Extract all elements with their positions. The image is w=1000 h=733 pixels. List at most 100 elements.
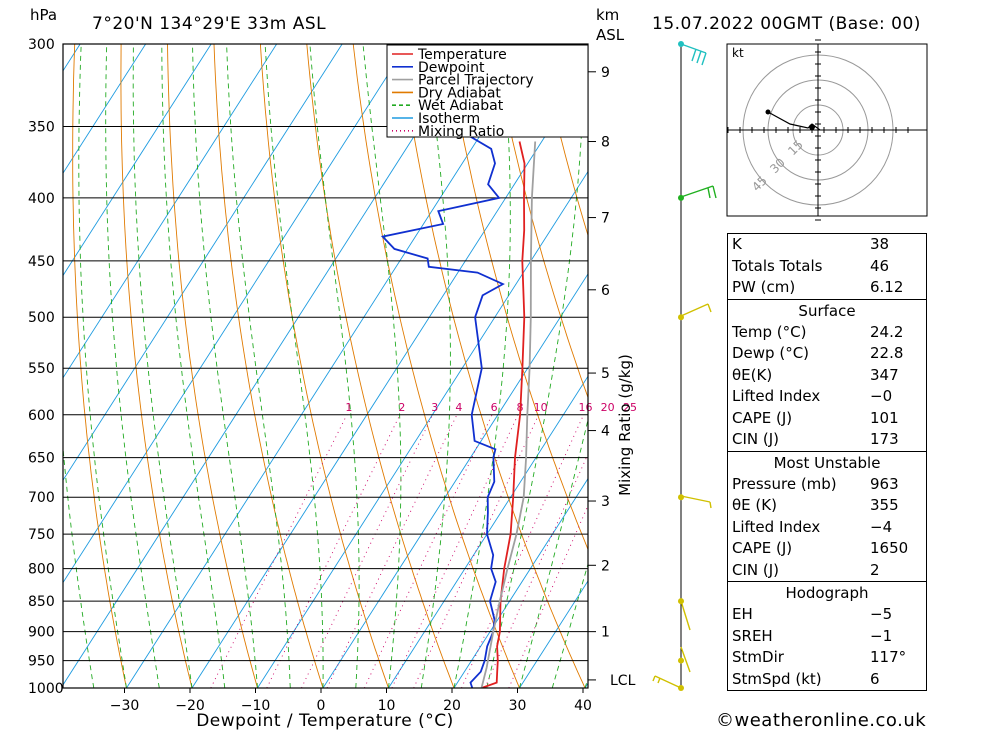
pressure-tick-label: 950 bbox=[28, 654, 55, 670]
wind-barb-dot bbox=[678, 494, 684, 501]
wet-adiabat-line bbox=[453, 44, 511, 688]
isotherm-line bbox=[63, 44, 147, 174]
pressure-tick-label: 550 bbox=[28, 361, 55, 377]
mixing-ratio-line bbox=[301, 414, 434, 688]
mixing-ratio-label: 25 bbox=[623, 401, 637, 414]
most-unstable-title: Most Unstable bbox=[773, 453, 881, 472]
stat-row: StmDir 117° bbox=[728, 647, 926, 669]
wet-adiabat-line bbox=[105, 44, 160, 688]
x-tick-label: −10 bbox=[241, 698, 271, 714]
asl-label: ASL bbox=[596, 26, 625, 44]
mixing-ratio-axis-label: Mixing Ratio (g/kg) bbox=[616, 354, 634, 496]
wind-barb-dot bbox=[678, 41, 684, 47]
isotherm-line bbox=[63, 44, 409, 584]
stat-row: StmSpd (kt) 6 bbox=[728, 669, 926, 691]
stat-value: 963 bbox=[870, 474, 899, 493]
stat-value: 101 bbox=[870, 408, 899, 427]
pressure-tick-label: 500 bbox=[28, 310, 55, 326]
wet-adiabat-line bbox=[362, 44, 402, 688]
isotherm-line bbox=[63, 44, 474, 686]
stat-label: Lifted Index bbox=[732, 387, 821, 405]
legend-item: Isotherm bbox=[418, 111, 480, 127]
stat-value: 1650 bbox=[870, 539, 909, 557]
wind-barb bbox=[680, 495, 712, 509]
wet-adiabat-line bbox=[132, 44, 193, 688]
stat-label: CAPE (J) bbox=[732, 539, 793, 557]
mixing-ratio-line bbox=[326, 414, 458, 688]
wind-barb-profile bbox=[652, 41, 717, 691]
wind-barb-dot bbox=[678, 685, 684, 691]
stat-row: θE (K) 355 bbox=[728, 495, 926, 517]
pressure-tick-label: 850 bbox=[28, 594, 55, 610]
stat-row: Pressure (mb) 963 bbox=[728, 474, 926, 496]
stat-row: K 38 bbox=[728, 234, 926, 256]
mixing-ratio-label: 1 bbox=[345, 401, 352, 414]
wet-adiabat-line bbox=[264, 44, 324, 688]
mixing-ratio-line bbox=[413, 414, 540, 688]
dry-adiabat-line bbox=[957, 44, 1000, 688]
pressure-tick-label: 800 bbox=[28, 562, 55, 578]
stat-row: θE(K) 347 bbox=[728, 365, 926, 387]
mixing-ratio-label: 2 bbox=[398, 401, 405, 414]
km-tick-label: 4 bbox=[601, 424, 610, 440]
mixing-ratio-label: 20 bbox=[601, 401, 615, 414]
mixing-ratio-label: 10 bbox=[534, 401, 548, 414]
stat-value: −1 bbox=[870, 626, 893, 645]
stat-label: Totals Totals bbox=[732, 256, 823, 275]
km-tick-label: 7 bbox=[601, 211, 610, 227]
datetime-title: 15.07.2022 00GMT (Base: 00) bbox=[652, 14, 921, 34]
stat-value: 355 bbox=[870, 496, 899, 514]
wind-barb bbox=[680, 600, 691, 631]
dry-adiabat-line bbox=[352, 44, 520, 688]
pressure-tick-label: 450 bbox=[28, 254, 55, 270]
mixing-ratio-line bbox=[391, 414, 519, 688]
isotherm-line bbox=[453, 477, 588, 688]
stat-row: Dewp (°C) 22.8 bbox=[728, 343, 926, 365]
km-tick-label: 5 bbox=[601, 366, 610, 382]
mixing-ratio-line bbox=[363, 414, 493, 688]
km-tick-label: 2 bbox=[601, 558, 610, 574]
stat-value: 2 bbox=[870, 560, 880, 579]
stat-row: Lifted Index −0 bbox=[728, 386, 926, 408]
stat-label: θE (K) bbox=[732, 496, 777, 514]
km-tick-label: 6 bbox=[601, 283, 610, 299]
mixing-ratio-label: 16 bbox=[579, 401, 593, 414]
km-tick-label: 3 bbox=[601, 494, 610, 510]
indices-box: K 38 Totals Totals 46 PW (cm) 6.12 bbox=[727, 233, 927, 300]
stat-value: −0 bbox=[870, 387, 893, 405]
dry-adiabat-line bbox=[306, 44, 455, 688]
stat-label: SREH bbox=[732, 626, 773, 645]
wind-barb bbox=[680, 303, 712, 317]
lcl-label: LCL bbox=[610, 673, 636, 689]
x-tick-label: 20 bbox=[443, 698, 461, 714]
stat-label: Temp (°C) bbox=[732, 322, 807, 341]
stat-value: 117° bbox=[870, 648, 907, 666]
location-title: 7°20'N 134°29'E 33m ASL bbox=[92, 14, 326, 34]
stat-label: K bbox=[732, 235, 742, 253]
pressure-tick-label: 1000 bbox=[28, 681, 64, 697]
stat-label: Pressure (mb) bbox=[732, 474, 837, 493]
x-tick-label: 0 bbox=[317, 698, 326, 714]
wind-barb bbox=[680, 43, 707, 66]
mixing-ratio-line bbox=[266, 414, 401, 688]
legend-item: Parcel Trajectory bbox=[418, 73, 534, 89]
x-tick-label: 40 bbox=[574, 698, 592, 714]
stat-value: 6 bbox=[870, 669, 880, 688]
pressure-tick-label: 650 bbox=[28, 451, 55, 467]
stat-row: Totals Totals 46 bbox=[728, 256, 926, 278]
wet-adiabat-line bbox=[78, 44, 127, 688]
stat-value: 22.8 bbox=[870, 344, 904, 362]
wet-adiabat-line bbox=[309, 44, 360, 688]
stat-value: 347 bbox=[870, 365, 899, 384]
stat-label: θE(K) bbox=[732, 365, 773, 384]
km-label: km bbox=[596, 6, 619, 24]
stat-row: CIN (J) 173 bbox=[728, 429, 926, 451]
wet-adiabat-line bbox=[226, 44, 291, 688]
mixing-ratio-label: 6 bbox=[491, 401, 498, 414]
pressure-tick-label: 700 bbox=[28, 490, 55, 506]
isotherm-line bbox=[191, 68, 588, 688]
legend-item: Wet Adiabat bbox=[418, 98, 504, 114]
stat-label: CIN (J) bbox=[732, 430, 780, 448]
